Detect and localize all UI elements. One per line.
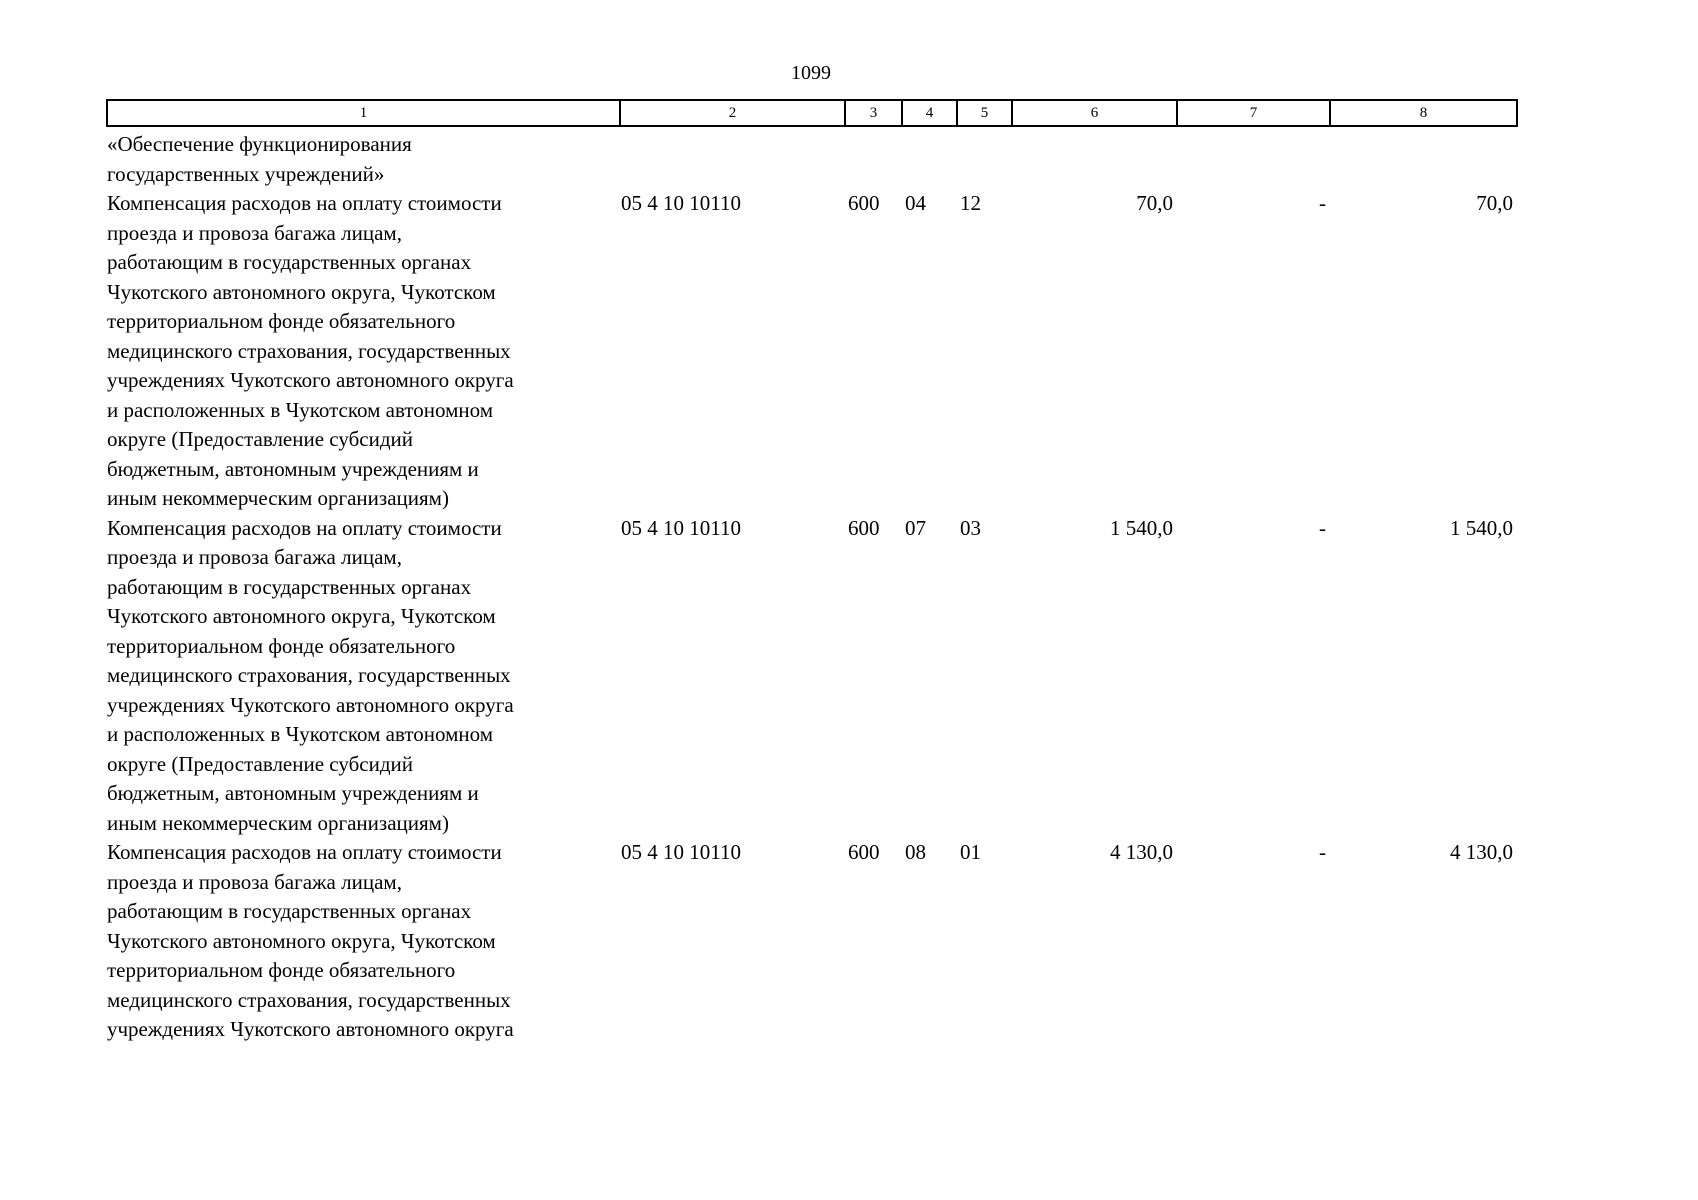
cell-amount-8: 70,0 [1476, 191, 1513, 215]
column-header-2: 2 [619, 99, 846, 127]
page-number: 1099 [791, 62, 831, 84]
cell-col4: 04 [905, 191, 926, 215]
cell-amount-7: - [1319, 515, 1326, 540]
cell-col5 [957, 126, 1012, 189]
table-row: Компенсация расходов на оплату стоимости… [107, 838, 1517, 1045]
cell-amount-7: - [1319, 840, 1326, 864]
table-row: Компенсация расходов на оплату стоимости… [107, 189, 1517, 514]
column-header-1: 1 [106, 99, 621, 127]
row-description: Компенсация расходов на оплату стоимости… [107, 515, 514, 835]
cell-amount-8: 4 130,0 [1450, 840, 1513, 864]
cell-col3 [845, 126, 902, 189]
cell-code: 05 4 10 10110 [621, 515, 741, 540]
column-header-7: 7 [1176, 99, 1331, 127]
document-page: 1099 1 2 3 4 5 6 7 8 [106, 62, 1518, 1045]
cell-amount-8: 1 540,0 [1450, 515, 1513, 540]
table-row: Компенсация расходов на оплату стоимости… [107, 514, 1517, 839]
cell-amount-6: 1 540,0 [1110, 515, 1173, 540]
cell-amount-6 [1012, 126, 1177, 189]
column-header-5: 5 [956, 99, 1013, 127]
table-row: «Обеспечение функционирования государств… [107, 126, 1517, 189]
cell-col4: 08 [905, 840, 926, 864]
cell-col5: 03 [960, 515, 981, 540]
column-header-3: 3 [844, 99, 903, 127]
column-header-6: 6 [1011, 99, 1178, 127]
cell-col3: 600 [848, 840, 880, 864]
cell-col3: 600 [848, 191, 880, 215]
cell-code [620, 126, 845, 189]
cell-col5: 01 [960, 840, 981, 864]
cell-amount-7: - [1319, 191, 1326, 215]
cell-col4 [902, 126, 957, 189]
cell-col4: 07 [905, 515, 926, 540]
cell-amount-8 [1330, 126, 1517, 189]
row-description: Компенсация расходов на оплату стоимости… [107, 191, 514, 510]
cell-amount-6: 4 130,0 [1110, 840, 1173, 864]
row-description: Компенсация расходов на оплату стоимости… [107, 840, 514, 1041]
column-header-4: 4 [901, 99, 958, 127]
column-header-row: 1 2 3 4 5 6 7 8 [106, 99, 1518, 127]
column-header-8: 8 [1329, 99, 1518, 127]
budget-table: 1 2 3 4 5 6 7 8 «Обеспечение функциониро… [106, 99, 1518, 1045]
cell-amount-6: 70,0 [1136, 191, 1173, 215]
cell-code: 05 4 10 10110 [621, 840, 741, 864]
cell-code: 05 4 10 10110 [621, 191, 741, 215]
cell-col5: 12 [960, 191, 981, 215]
row-description: «Обеспечение функционирования государств… [107, 132, 412, 186]
cell-col3: 600 [848, 515, 880, 540]
cell-amount-7 [1177, 126, 1330, 189]
